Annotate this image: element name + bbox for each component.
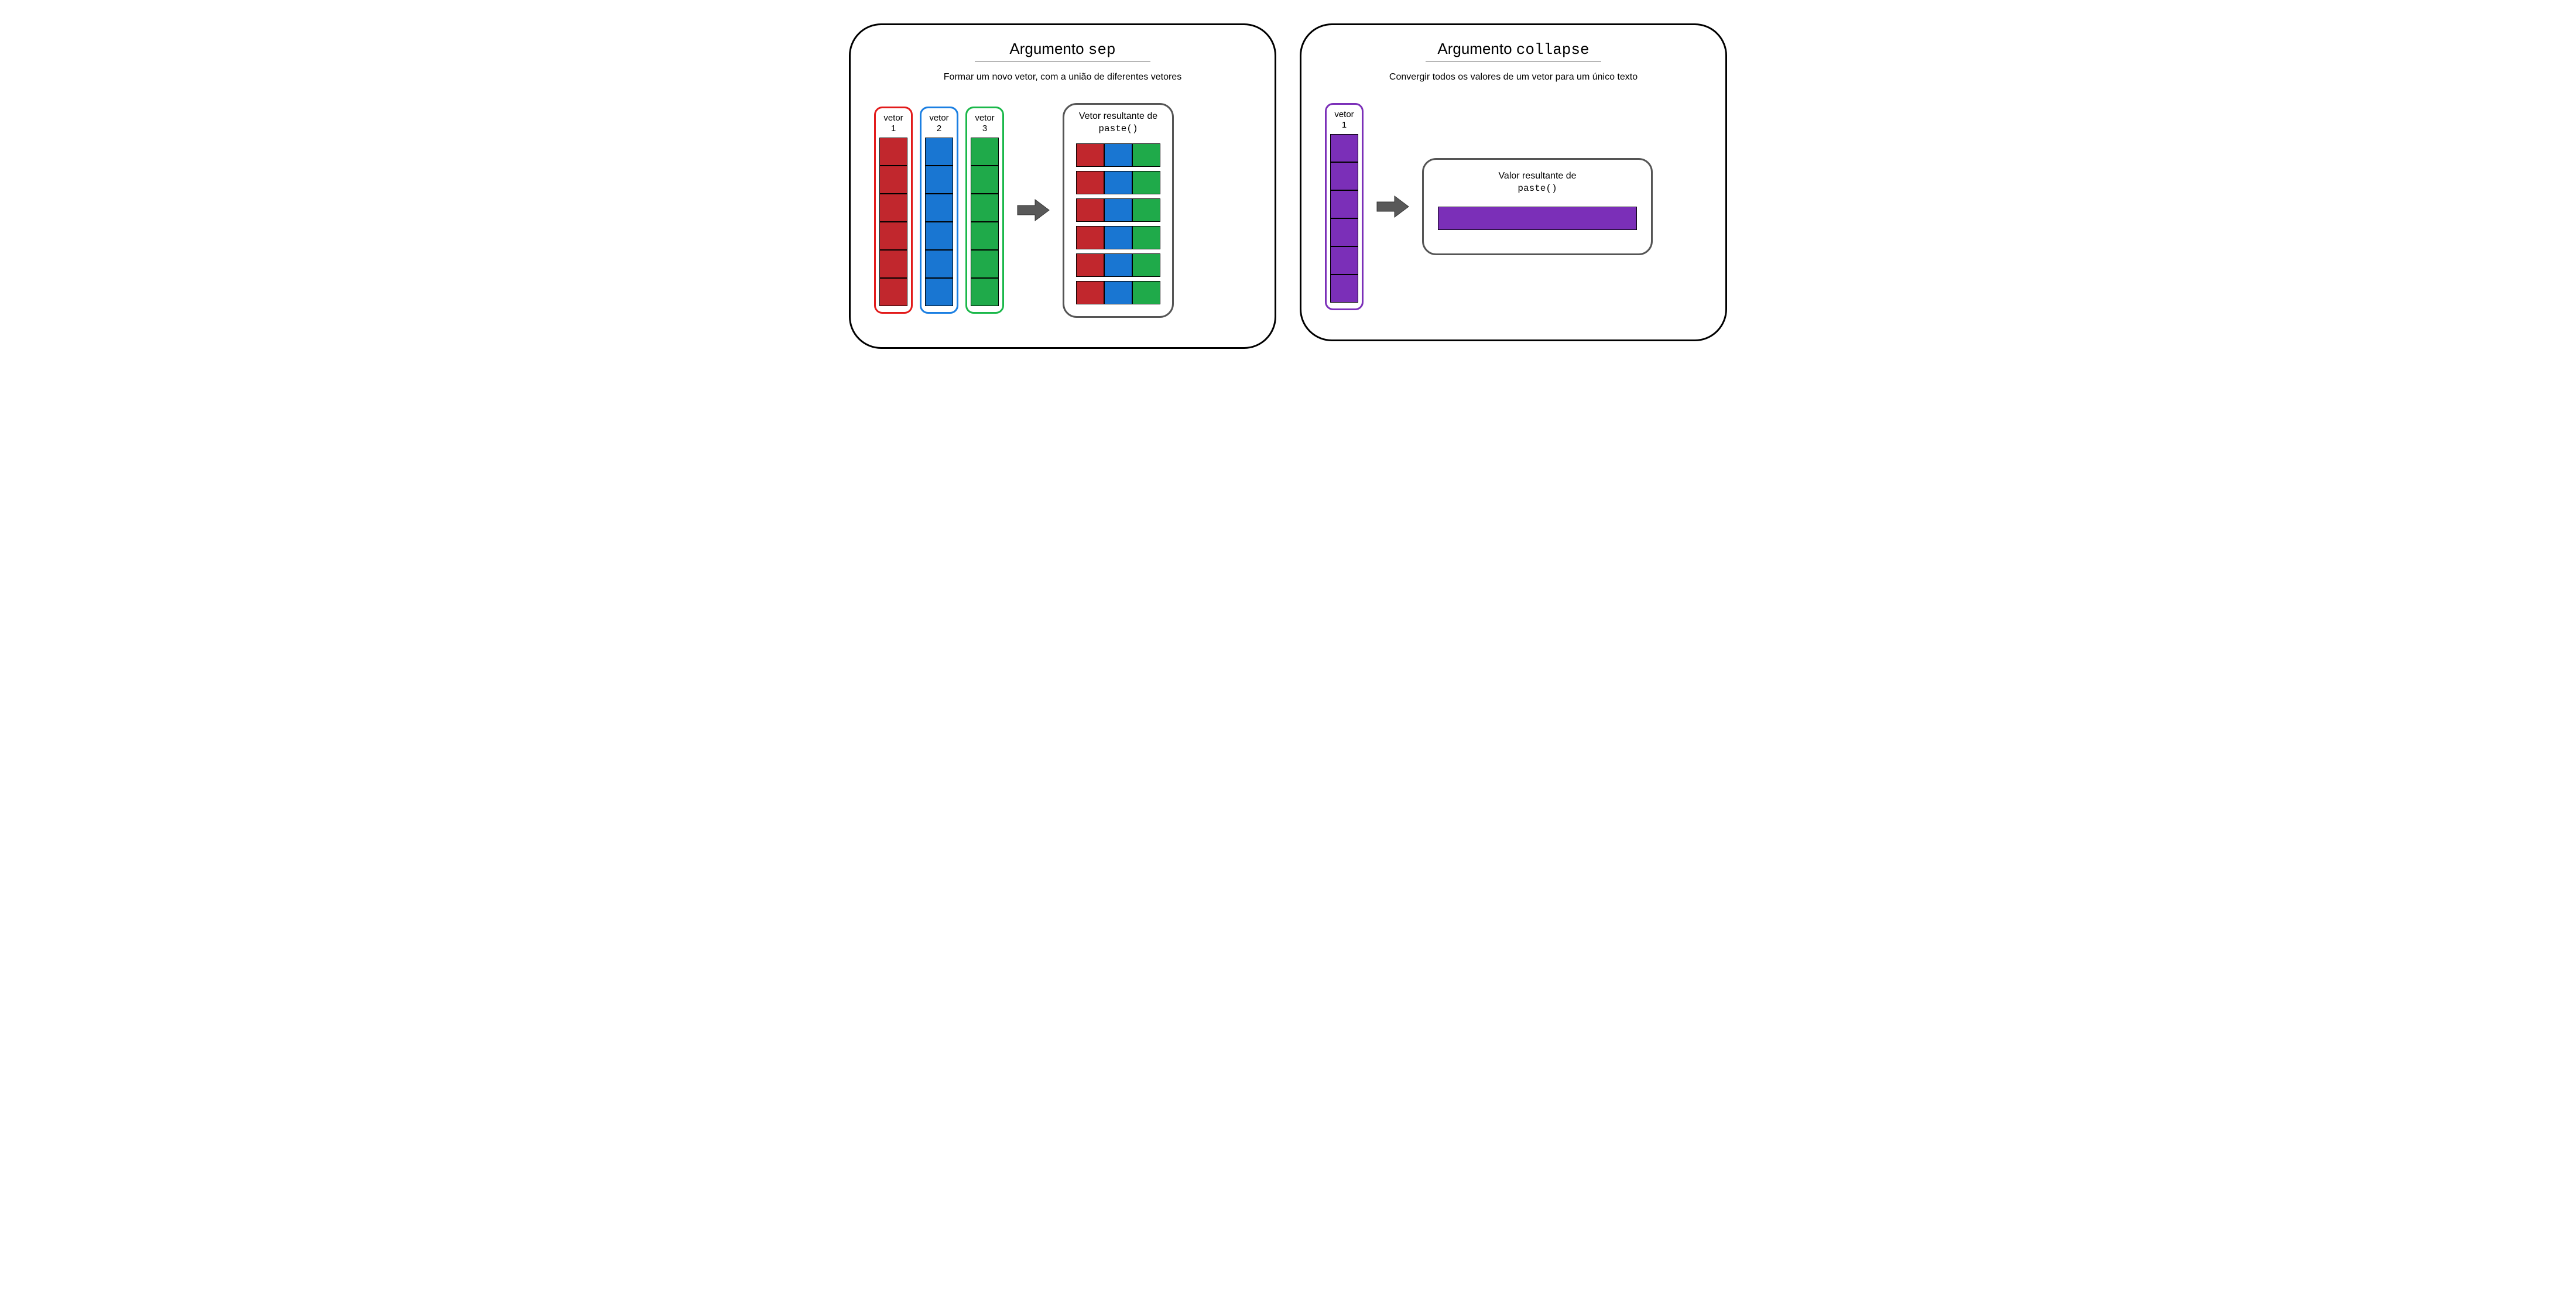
sep-arrow [1016, 197, 1051, 223]
sep-result-cell [1104, 226, 1132, 249]
vector-cell [879, 166, 907, 194]
vector-cell [1330, 162, 1358, 190]
sep-result-row [1076, 253, 1160, 277]
sep-result-cell [1132, 281, 1160, 304]
vector-box-1: vetor1 [874, 107, 913, 314]
vector-box-collapse-1: vetor1 [1325, 103, 1364, 310]
sep-result-cell [1076, 253, 1104, 277]
sep-result-cell [1076, 226, 1104, 249]
sep-result-cell [1132, 171, 1160, 194]
vector-cells-3 [971, 138, 999, 306]
sep-result-cell [1132, 198, 1160, 222]
vector-cell [1330, 246, 1358, 275]
sep-result-cell [1076, 143, 1104, 167]
vector-label-collapse-1: vetor1 [1330, 109, 1358, 131]
collapse-arrow [1375, 194, 1410, 219]
collapse-result-title: Valor resultante depaste() [1438, 170, 1637, 195]
sep-result-box: Vetor resultante depaste() [1063, 103, 1174, 318]
sep-result-cell [1076, 171, 1104, 194]
collapse-content: vetor1 Valor resultante depaste() [1325, 103, 1702, 310]
sep-result-cell [1104, 281, 1132, 304]
vector-box-3: vetor3 [965, 107, 1004, 314]
vector-cell [879, 194, 907, 222]
sep-result-row [1076, 171, 1160, 194]
vector-cell [925, 250, 953, 278]
collapse-subtitle: Convergir todos os valores de um vetor p… [1325, 72, 1702, 83]
sep-result-cell [1076, 198, 1104, 222]
sep-result-row [1076, 198, 1160, 222]
sep-input-vectors: vetor1 vetor2 vetor3 [874, 107, 1004, 314]
vector-cell [879, 222, 907, 250]
vector-cell [971, 166, 999, 194]
sep-result-cell [1132, 143, 1160, 167]
vector-cell [925, 194, 953, 222]
sep-result-row [1076, 226, 1160, 249]
vector-cell [971, 278, 999, 306]
sep-result-cell [1132, 226, 1160, 249]
vector-cell [971, 222, 999, 250]
vector-cell [879, 138, 907, 166]
vector-cells-collapse-1 [1330, 134, 1358, 303]
collapse-title: Argumento collapse [1325, 40, 1702, 59]
vector-cells-2 [925, 138, 953, 306]
vector-label-1: vetor1 [879, 113, 907, 134]
sep-content: vetor1 vetor2 vetor3 Vetor resultante depa… [874, 103, 1251, 318]
vector-cell [1330, 218, 1358, 246]
sep-panel: Argumento sep Formar um novo vetor, com … [849, 23, 1276, 349]
collapse-input-vectors: vetor1 [1325, 103, 1364, 310]
vector-cell [971, 138, 999, 166]
vector-box-2: vetor2 [920, 107, 958, 314]
sep-result-cell [1104, 253, 1132, 277]
vector-cell [879, 250, 907, 278]
collapse-title-mono: collapse [1516, 41, 1590, 59]
collapse-title-prefix: Argumento [1437, 40, 1516, 57]
vector-cell [1330, 275, 1358, 303]
vector-cells-1 [879, 138, 907, 306]
sep-result-row [1076, 143, 1160, 167]
sep-result-rows [1076, 143, 1160, 304]
vector-label-3: vetor3 [971, 113, 999, 134]
vector-cell [1330, 134, 1358, 162]
sep-title-prefix: Argumento [1009, 40, 1088, 57]
vector-cell [925, 278, 953, 306]
vector-cell [971, 250, 999, 278]
collapse-result-box: Valor resultante depaste() [1422, 158, 1653, 255]
sep-result-title: Vetor resultante depaste() [1076, 111, 1160, 135]
vector-label-2: vetor2 [925, 113, 953, 134]
sep-result-cell [1104, 143, 1132, 167]
vector-cell [1330, 190, 1358, 218]
sep-title-mono: sep [1088, 41, 1116, 59]
sep-subtitle: Formar um novo vetor, com a união de dif… [874, 72, 1251, 83]
vector-cell [879, 278, 907, 306]
vector-cell [925, 166, 953, 194]
sep-title: Argumento sep [874, 40, 1251, 59]
sep-result-cell [1104, 198, 1132, 222]
vector-cell [971, 194, 999, 222]
sep-result-row [1076, 281, 1160, 304]
vector-cell [925, 138, 953, 166]
collapse-result-bar [1438, 207, 1637, 230]
collapse-panel: Argumento collapse Convergir todos os va… [1300, 23, 1727, 341]
sep-result-cell [1104, 171, 1132, 194]
sep-result-cell [1132, 253, 1160, 277]
vector-cell [925, 222, 953, 250]
sep-result-cell [1076, 281, 1104, 304]
